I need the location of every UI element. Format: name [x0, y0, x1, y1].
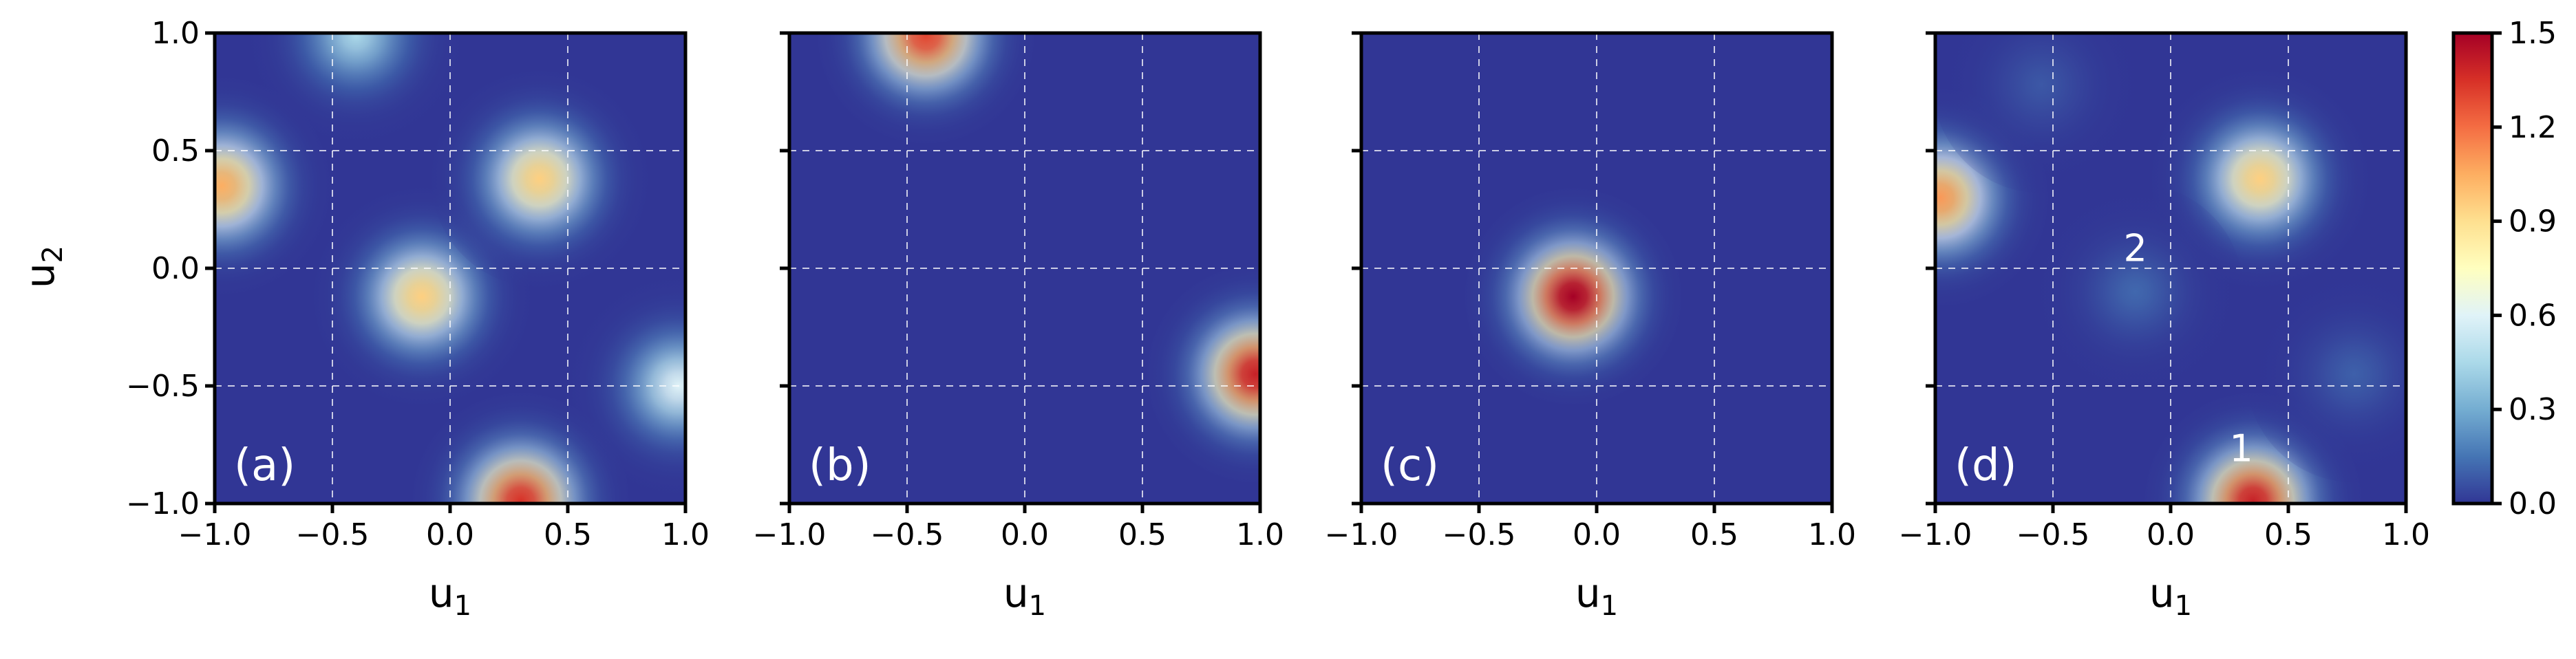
- density-peak: [215, 78, 330, 294]
- density-peak: [431, 70, 648, 288]
- colorbar-tick-label: 0.6: [2509, 298, 2557, 333]
- y-tick-label: −1.0: [126, 486, 200, 521]
- x-label-sub: 1: [1029, 590, 1046, 622]
- x-label-main: u: [1575, 570, 1601, 616]
- x-axis-label: u1: [2149, 570, 2192, 622]
- x-label-main: u: [2149, 570, 2175, 616]
- y-tick-label: −0.5: [126, 369, 200, 404]
- y-label-main: u: [17, 263, 63, 288]
- density-peak: [247, 33, 465, 144]
- x-tick-label: −0.5: [1443, 517, 1516, 552]
- x-tick-label: 0.0: [1001, 517, 1049, 552]
- x-label-main: u: [429, 570, 454, 616]
- density-peak: [412, 393, 629, 504]
- x-tick-label: 1.0: [2382, 517, 2430, 552]
- panel-d: −1.0 −0.5 0.0 0.5 1.0u1(d) 12: [1899, 31, 2430, 622]
- panel-b: −1.0 −0.5 0.0 0.5 1.0 u1 (b): [753, 31, 1284, 622]
- x-tick-label: 1.0: [1236, 517, 1284, 552]
- colorbar-frame: [2451, 31, 2494, 506]
- y-axis-label: u2: [17, 246, 69, 288]
- y-label-text: u2: [17, 246, 69, 288]
- colorbar-tick-label: 0.9: [2509, 204, 2557, 239]
- colorbar: 0.0 0.3 0.6 0.9 1.2 1.5: [2451, 16, 2557, 521]
- x-label-sub: 1: [2175, 590, 2192, 622]
- density-peak: [818, 33, 1034, 144]
- x-label-main: u: [1003, 570, 1029, 616]
- x-axis-label: u1: [1575, 570, 1618, 622]
- colorbar-tick-label: 0.3: [2509, 392, 2557, 427]
- panel-c: −1.0 −0.5 0.0 0.5 1.0 u1 (c): [1325, 31, 1856, 622]
- colorbar-gradient: [2453, 33, 2492, 504]
- x-tick-label: 1.0: [661, 517, 710, 552]
- panel-label: (b): [809, 440, 871, 491]
- colorbar-tick-label: 1.2: [2509, 110, 2557, 145]
- heatmap-field: [1465, 188, 1682, 405]
- x-tick-label: 0.0: [2147, 517, 2195, 552]
- x-tick-label: 0.0: [426, 517, 474, 552]
- x-label-sub: 1: [1601, 590, 1618, 622]
- x-tick-label: −0.5: [296, 517, 370, 552]
- density-peak: [2027, 183, 2244, 400]
- x-tick-label: −1.0: [753, 517, 827, 552]
- colorbar-tick-label: 0.0: [2509, 486, 2557, 521]
- panel-a: −1.0 −0.5 0.0 0.5 1.0 −1.0 −0.5 0.0 0.5 1.0 u1 (a): [126, 16, 710, 622]
- x-tick-label: 0.0: [1573, 517, 1621, 552]
- x-tick-label: −1.0: [1899, 517, 1972, 552]
- x-label-sub: 1: [454, 590, 471, 622]
- annotation-label: 1: [2229, 426, 2253, 470]
- y-tick-label: 0.0: [151, 251, 200, 286]
- panels: −1.0 −0.5 0.0 0.5 1.0−1.0−0.50.00.51.0u1(a)−…: [126, 16, 2430, 622]
- x-tick-label: 0.5: [1690, 517, 1738, 552]
- heatmap-field: [818, 33, 1260, 483]
- x-tick-label: −1.0: [1325, 517, 1398, 552]
- density-peak: [1147, 266, 1260, 483]
- x-tick-label: −1.0: [178, 517, 252, 552]
- x-axis-label: u1: [1003, 570, 1046, 622]
- panel-label: (d): [1955, 440, 2017, 491]
- heatmap-field: [215, 33, 685, 504]
- x-tick-label: 0.5: [1118, 517, 1167, 552]
- density-peak: [1465, 188, 1682, 405]
- x-tick-label: 0.5: [2264, 517, 2312, 552]
- panel-label: (c): [1381, 440, 1439, 491]
- annotation-label: 2: [2124, 227, 2147, 270]
- colorbar-tick-label: 1.5: [2509, 16, 2557, 51]
- heatmap-field: [1935, 33, 2406, 504]
- y-label-sub: 2: [37, 246, 69, 263]
- x-tick-label: 1.0: [1808, 517, 1856, 552]
- x-tick-label: −0.5: [871, 517, 944, 552]
- y-tick-label: 0.5: [151, 133, 200, 169]
- x-tick-label: 0.5: [544, 517, 592, 552]
- y-tick-label: 1.0: [151, 16, 200, 51]
- panel-label: (a): [234, 440, 295, 491]
- density-peak: [1935, 33, 2150, 193]
- x-tick-label: −0.5: [2016, 517, 2090, 552]
- x-axis-label: u1: [429, 570, 471, 622]
- density-peak: [2246, 266, 2406, 483]
